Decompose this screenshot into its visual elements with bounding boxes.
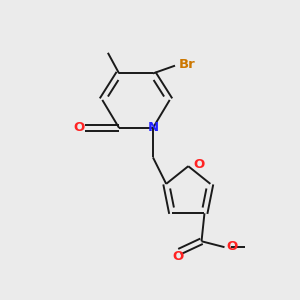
Text: O: O [172, 250, 184, 263]
Text: N: N [148, 122, 159, 134]
Text: O: O [194, 158, 205, 171]
Text: Br: Br [178, 58, 195, 71]
Text: O: O [74, 122, 85, 134]
Text: O: O [227, 240, 238, 253]
